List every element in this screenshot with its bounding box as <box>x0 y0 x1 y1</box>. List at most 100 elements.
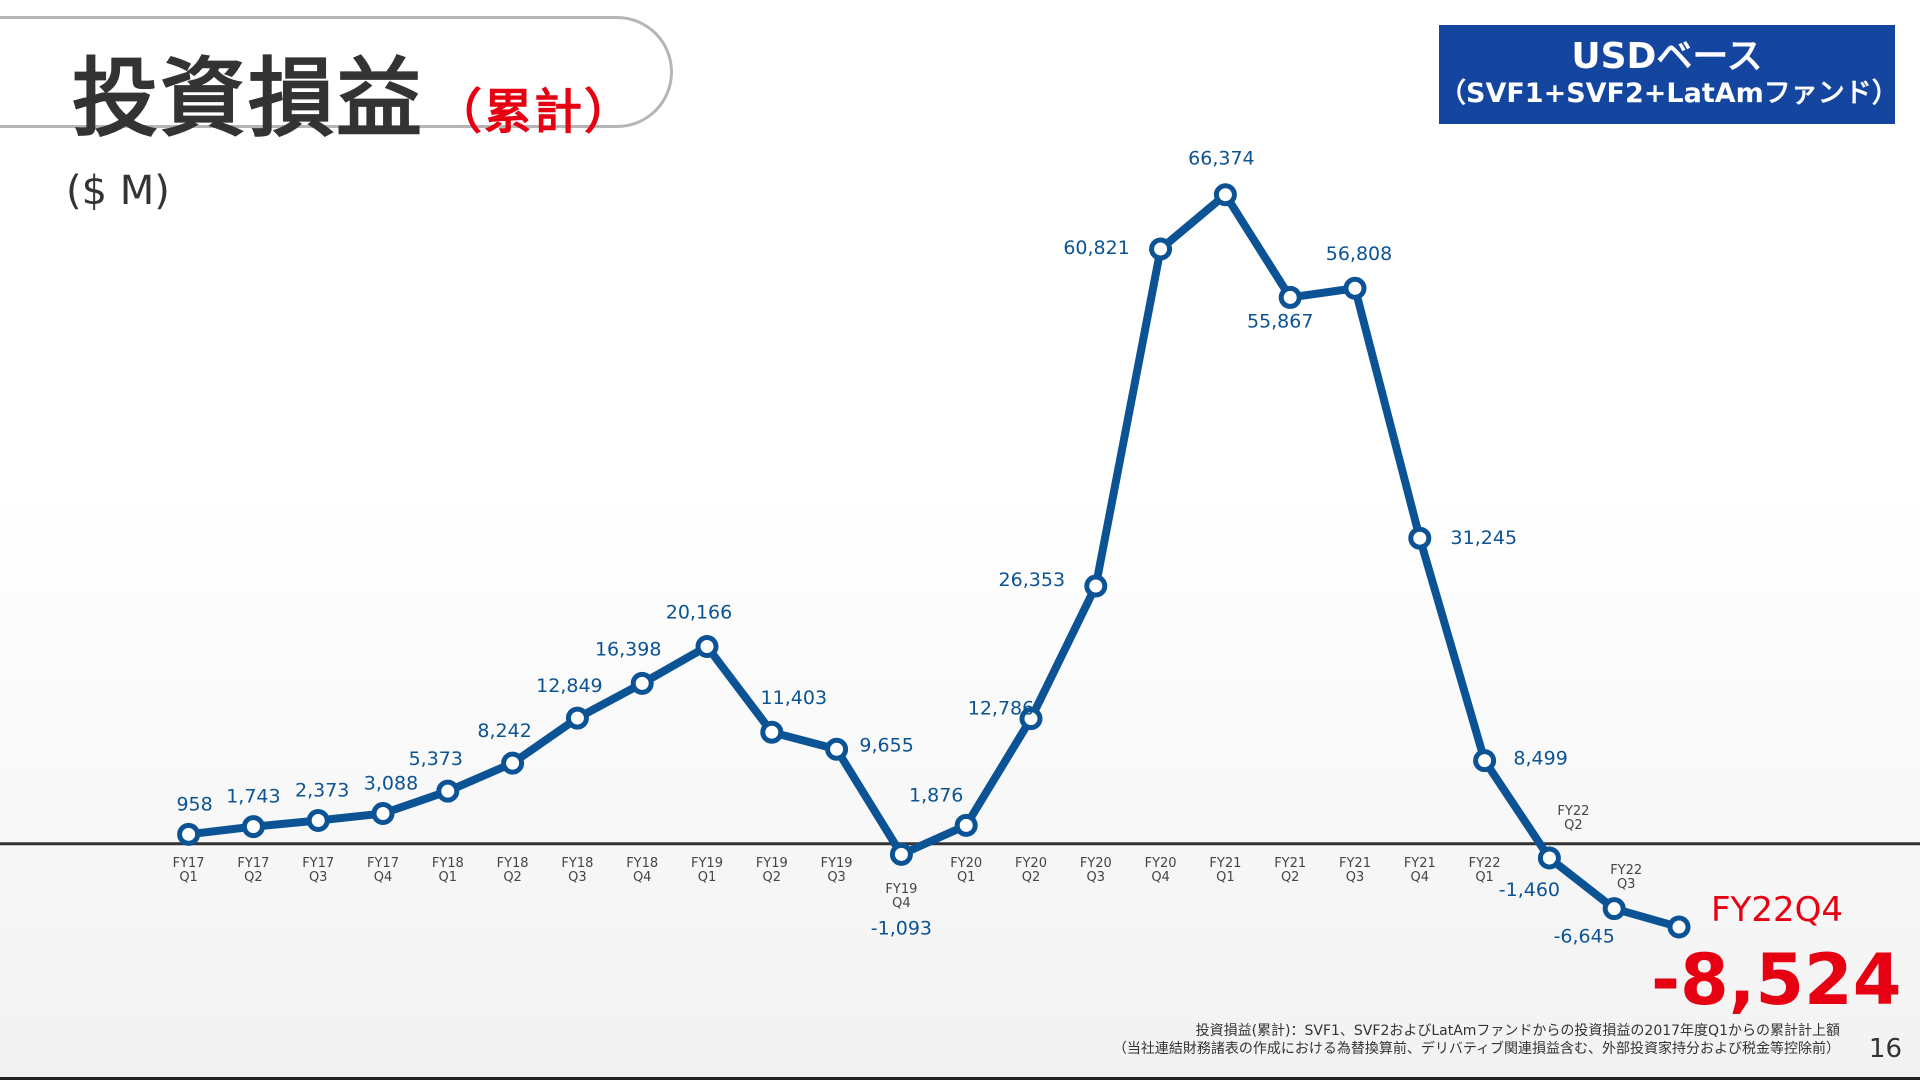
x-tick-label: FY18 <box>432 856 464 871</box>
data-label: 9,655 <box>859 734 913 756</box>
highlight-category-label: FY22Q4 <box>1711 890 1843 930</box>
x-tick-label: Q1 <box>1216 870 1235 885</box>
x-tick-label: FY22 <box>1469 856 1501 871</box>
x-tick-label: FY18 <box>561 856 593 871</box>
x-tick-label: FY22 <box>1610 863 1642 878</box>
data-point <box>695 635 719 659</box>
x-tick-label: FY19 <box>756 856 788 871</box>
x-tick-label: FY21 <box>1339 856 1371 871</box>
bottom-border <box>0 1077 1920 1080</box>
data-point <box>1149 237 1173 261</box>
x-tick-label: Q4 <box>374 870 393 885</box>
data-label: 55,867 <box>1247 310 1313 332</box>
data-point <box>306 808 330 832</box>
x-tick-label: FY20 <box>1080 856 1112 871</box>
basis-badge: USDベース （SVF1+SVF2+LatAmファンド） <box>1439 25 1899 124</box>
data-point <box>177 822 201 846</box>
x-tick-label: FY20 <box>1145 856 1177 871</box>
x-tick-label: FY18 <box>626 856 658 871</box>
badge-line1: USDベース <box>1571 36 1763 77</box>
x-tick-label: FY21 <box>1404 856 1436 871</box>
highlight-value-label: -8,524 <box>1651 939 1901 1021</box>
x-tick-label: FY18 <box>497 856 529 871</box>
x-tick-label: Q3 <box>1087 870 1106 885</box>
x-tick-label: FY20 <box>950 856 982 871</box>
data-point <box>1278 285 1302 309</box>
data-point <box>1602 897 1626 921</box>
x-tick-label: Q2 <box>763 870 782 885</box>
x-tick-label: Q4 <box>892 896 911 911</box>
x-tick-label: FY21 <box>1209 856 1241 871</box>
page-title: 投資損益 （累計） <box>72 28 634 153</box>
x-tick-label: Q3 <box>568 870 587 885</box>
x-tick-label: FY17 <box>237 856 269 871</box>
data-label: 56,808 <box>1326 243 1392 265</box>
data-label: 5,373 <box>409 748 463 770</box>
x-tick-label: Q4 <box>633 870 652 885</box>
x-tick-label: Q3 <box>1346 870 1365 885</box>
x-tick-label: Q2 <box>1564 818 1583 833</box>
data-point <box>565 706 589 730</box>
title-pill <box>0 16 673 128</box>
x-tick-label: Q1 <box>1475 870 1494 885</box>
data-label: -1,093 <box>871 917 932 939</box>
data-label: 12,849 <box>536 675 602 697</box>
data-point <box>889 842 913 866</box>
data-point <box>371 802 395 826</box>
unit-label: ($ M) <box>66 168 170 214</box>
x-tick-label: Q1 <box>698 870 717 885</box>
x-tick-label: Q2 <box>1022 870 1041 885</box>
data-label: 2,373 <box>295 779 349 801</box>
data-label: 12,786 <box>968 698 1034 720</box>
x-tick-label: FY20 <box>1015 856 1047 871</box>
x-tick-label: FY19 <box>821 856 853 871</box>
data-point <box>760 720 784 744</box>
footnote-line1: 投資損益(累計)：SVF1、SVF2およびLatAmファンドからの投資損益の20… <box>1195 1023 1840 1039</box>
data-point <box>825 737 849 761</box>
x-tick-label: Q4 <box>1151 870 1170 885</box>
x-tick-label: Q1 <box>957 870 976 885</box>
data-label: 1,743 <box>226 786 280 808</box>
data-point <box>954 813 978 837</box>
x-tick-label: FY21 <box>1274 856 1306 871</box>
data-label: 8,499 <box>1513 748 1567 770</box>
footnote: 投資損益(累計)：SVF1、SVF2およびLatAmファンドからの投資損益の20… <box>1113 1022 1840 1058</box>
data-label: 60,821 <box>1063 237 1129 259</box>
x-tick-label: Q3 <box>309 870 328 885</box>
x-tick-label: FY17 <box>367 856 399 871</box>
data-label: 958 <box>176 793 212 815</box>
x-tick-label: Q3 <box>1617 877 1636 892</box>
data-label: 16,398 <box>595 638 661 660</box>
x-tick-label: Q2 <box>1281 870 1300 885</box>
data-label: 8,242 <box>477 720 531 742</box>
x-tick-label: FY19 <box>885 882 917 897</box>
data-point <box>1537 846 1561 870</box>
footnote-line2: （当社連結財務諸表の作成における為替換算前、デリバティブ関連損益含む、外部投資家… <box>1112 1041 1840 1057</box>
x-tick-label: Q1 <box>439 870 458 885</box>
data-label: 1,876 <box>909 784 963 806</box>
data-point <box>630 671 654 695</box>
title-main: 投資損益 <box>72 49 424 149</box>
page-number: 16 <box>1868 1034 1902 1064</box>
series-line <box>188 190 1681 931</box>
data-point <box>1408 526 1432 550</box>
data-label: 31,245 <box>1451 527 1517 549</box>
x-tick-label: FY19 <box>691 856 723 871</box>
data-point <box>1473 749 1497 773</box>
data-point <box>501 751 525 775</box>
title-subtitle: （累計） <box>434 84 635 140</box>
data-point <box>436 779 460 803</box>
x-tick-label: Q2 <box>503 870 522 885</box>
x-tick-label: FY17 <box>302 856 334 871</box>
data-point <box>1213 183 1237 207</box>
data-label: 66,374 <box>1188 148 1254 170</box>
data-label: 26,353 <box>999 569 1065 591</box>
data-point <box>1019 707 1043 731</box>
data-point <box>241 815 265 839</box>
x-tick-label: FY17 <box>173 856 205 871</box>
data-label: -1,460 <box>1499 879 1560 901</box>
data-label: 20,166 <box>666 602 732 624</box>
data-label: 3,088 <box>364 773 418 795</box>
x-tick-label: Q2 <box>244 870 263 885</box>
